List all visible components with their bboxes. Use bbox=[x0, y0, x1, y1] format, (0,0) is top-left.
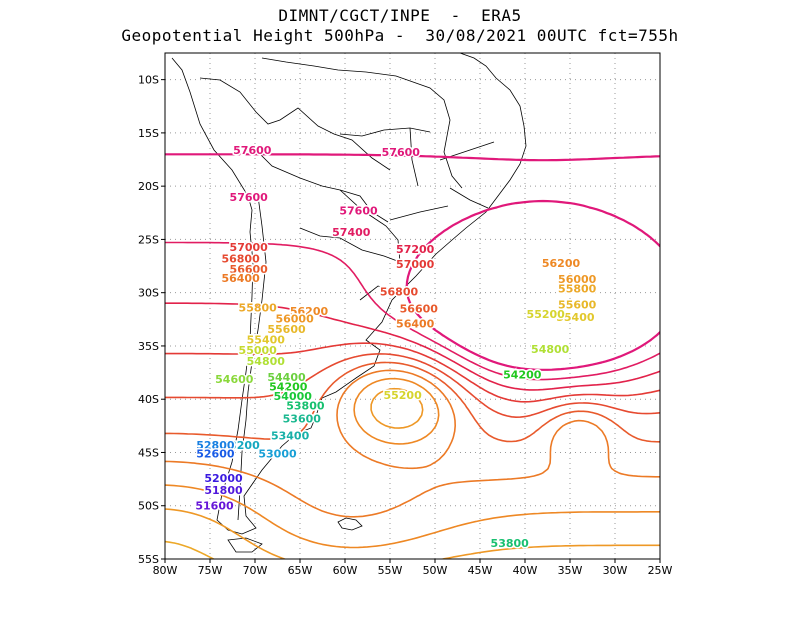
lat-tick-label: 45S bbox=[138, 446, 159, 459]
contour-56000 bbox=[165, 387, 660, 559]
lon-tick-label: 40W bbox=[513, 564, 538, 577]
contour-label: 54200 bbox=[269, 380, 308, 393]
contour-label: 56400 bbox=[396, 318, 435, 331]
contour-label: 53800 bbox=[286, 400, 325, 413]
contour-label: 51600 bbox=[195, 500, 234, 513]
lat-tick-label: 50S bbox=[138, 500, 159, 513]
contour-label: 57000 bbox=[230, 241, 269, 254]
contour-label: 55200 bbox=[527, 308, 566, 321]
plot-frame bbox=[164, 52, 661, 560]
contour-label: 57400 bbox=[332, 226, 371, 239]
border-chile-argentina bbox=[237, 195, 267, 521]
contour-label: 55000 bbox=[239, 344, 278, 357]
contour-label: 52800 bbox=[196, 439, 235, 452]
contour-label: 56800 bbox=[221, 253, 260, 266]
contour-label: 56600 bbox=[400, 303, 439, 316]
lon-tick-label: 45W bbox=[468, 564, 493, 577]
lon-axis-labels: 80W 75W 70W 65W 60W 55W 50W 45W 40W 35W 30W 25W bbox=[153, 559, 673, 577]
contour-label: 57000 bbox=[396, 258, 435, 271]
lon-tick-label: 55W bbox=[378, 564, 403, 577]
contour-label: 55600 bbox=[558, 298, 597, 311]
border-paraguay bbox=[299, 189, 401, 263]
lon-tick-label: 25W bbox=[648, 564, 673, 577]
falkland-islands bbox=[337, 517, 363, 531]
contour-label: 54200 bbox=[503, 369, 542, 382]
border-bolivia bbox=[255, 149, 389, 223]
contour-label: 53800 bbox=[491, 537, 530, 550]
lon-tick-label: 50W bbox=[423, 564, 448, 577]
contour-label: 54800 bbox=[247, 355, 286, 368]
title-line2: Geopotential Height 500hPa - 30/08/2021 … bbox=[121, 26, 679, 45]
contour-label: 57600 bbox=[382, 146, 421, 159]
contour-label: 52000 bbox=[204, 472, 243, 485]
contour-label: 52600 bbox=[196, 448, 235, 461]
lat-tick-label: 15S bbox=[138, 127, 159, 140]
contour-label: 55400 bbox=[247, 334, 286, 347]
lon-tick-label: 35W bbox=[558, 564, 583, 577]
lon-tick-label: 60W bbox=[333, 564, 358, 577]
contour-label: 55200 bbox=[383, 389, 422, 402]
contour-label: 54800 bbox=[531, 343, 570, 356]
contour-label: 57600 bbox=[233, 144, 272, 157]
contour-label: 56000 bbox=[275, 312, 314, 325]
lon-tick-label: 75W bbox=[198, 564, 223, 577]
contour-label: 53000 bbox=[258, 448, 297, 461]
contour-label: 55400 bbox=[556, 311, 595, 324]
lat-tick-label: 30S bbox=[138, 287, 159, 300]
lat-tick-label: 35S bbox=[138, 340, 159, 353]
contour-labels: 57600 57600 57600 57600 57400 57200 57000 57000… bbox=[194, 142, 598, 551]
lat-tick-label: 40S bbox=[138, 393, 159, 406]
contour-label: 56600 bbox=[230, 263, 269, 276]
contour-label: 56800 bbox=[380, 286, 419, 299]
contour-56200 bbox=[165, 377, 660, 549]
title-line1: DIMNT/CGCT/INPE - ERA5 bbox=[278, 6, 522, 25]
contour-57400 bbox=[165, 241, 660, 381]
lon-tick-label: 65W bbox=[288, 564, 313, 577]
contour-label: 54600 bbox=[215, 373, 254, 386]
contour-label: 55600 bbox=[267, 323, 306, 336]
contour-label: 53600 bbox=[283, 412, 322, 425]
contour-55800 bbox=[165, 540, 216, 559]
contour-label: 51800 bbox=[204, 484, 243, 497]
contour-label: 57600 bbox=[230, 191, 269, 204]
south-america-coastline bbox=[171, 53, 527, 535]
contour-label: 53400 bbox=[271, 429, 310, 442]
lon-tick-label: 80W bbox=[153, 564, 178, 577]
contour-label: 56000 bbox=[558, 273, 597, 286]
border-peru-brazil bbox=[199, 77, 391, 171]
lat-tick-label: 55S bbox=[138, 553, 159, 566]
contour-label: 56200 bbox=[542, 257, 581, 270]
contour-label: 54000 bbox=[274, 390, 313, 403]
contour-label: 56200 bbox=[290, 305, 329, 318]
contour-label: 56400 bbox=[221, 272, 260, 285]
contour-label: 55800 bbox=[239, 302, 278, 315]
lat-axis-labels: 10S 15S 20S 25S 30S 35S 40S 45S 50S 55S bbox=[138, 74, 165, 566]
contour-label: 54400 bbox=[267, 371, 306, 384]
contour-label: 55800 bbox=[558, 282, 597, 295]
border-states bbox=[339, 127, 495, 221]
contour-label: 57200 bbox=[396, 243, 435, 256]
lon-tick-label: 30W bbox=[603, 564, 628, 577]
contour-57200 bbox=[165, 302, 660, 391]
coastlines bbox=[171, 53, 527, 553]
lat-tick-label: 25S bbox=[138, 233, 159, 246]
contour-label: 57600 bbox=[339, 205, 378, 218]
lon-tick-label: 70W bbox=[243, 564, 268, 577]
lat-tick-label: 20S bbox=[138, 180, 159, 193]
contour-56800 bbox=[165, 353, 660, 418]
contour-57600 bbox=[165, 153, 660, 371]
contour-label: 53200 bbox=[221, 439, 260, 452]
lat-tick-label: 10S bbox=[138, 74, 159, 87]
border-brazil-uruguay bbox=[359, 285, 411, 301]
contour-56400 bbox=[165, 369, 660, 518]
contour-57000 bbox=[165, 342, 660, 403]
